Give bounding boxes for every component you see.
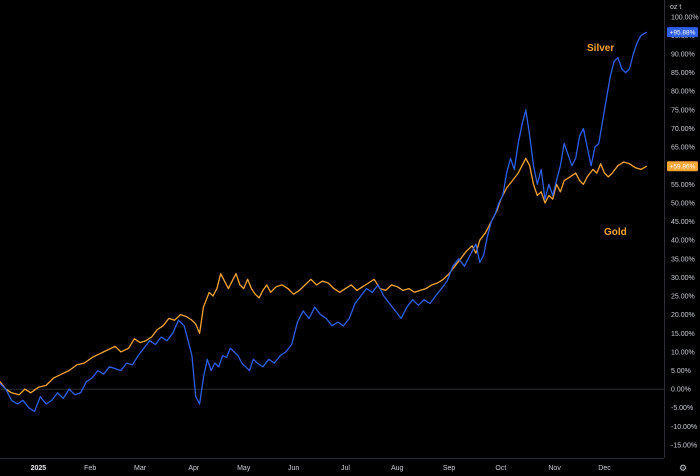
x-tick-label: Feb [84, 465, 96, 472]
x-tick-label: Sep [443, 465, 456, 472]
last-value-badge [667, 27, 698, 38]
series-layer [0, 31, 648, 413]
y-axis[interactable]: 100.00%95.00%90.00%85.00%80.00%75.00%70.… [671, 14, 699, 449]
x-tick-label: May [237, 465, 251, 472]
y-tick-label: 15.00% [671, 331, 695, 338]
x-tick-label: Mar [134, 465, 147, 472]
y-tick-label: 5.00% [671, 368, 691, 375]
y-tick-label: 50.00% [671, 200, 695, 207]
y-tick-label: -15.00% [671, 442, 697, 449]
x-tick-label: Apr [188, 465, 200, 472]
y-tick-label: 35.00% [671, 256, 695, 263]
y-tick-label: 90.00% [671, 51, 695, 58]
y-tick-label: -5.00% [671, 405, 693, 412]
series-line-silver[interactable] [0, 31, 648, 413]
x-tick-label: Nov [548, 465, 561, 472]
gear-icon[interactable]: ⚙ [679, 464, 687, 474]
y-tick-label: -10.00% [671, 424, 697, 431]
y-tick-label: 80.00% [671, 89, 695, 96]
x-tick-label: Aug [391, 465, 404, 472]
y-tick-label: 55.00% [671, 182, 695, 189]
x-tick-label: 2025 [31, 465, 47, 472]
last-value-label: +95.88% [670, 29, 696, 36]
y-tick-label: 20.00% [671, 312, 695, 319]
y-tick-label: 100.00% [671, 14, 699, 21]
x-tick-label: Jul [341, 465, 350, 472]
gold-annotation: Gold [604, 227, 627, 238]
y-tick-label: 30.00% [671, 275, 695, 282]
y-tick-label: 0.00% [671, 387, 691, 394]
silver-annotation: Silver [587, 43, 614, 54]
y-tick-label: 45.00% [671, 219, 695, 226]
y-tick-label: 70.00% [671, 126, 695, 133]
last-value-badge [667, 161, 698, 172]
y-tick-label: 40.00% [671, 238, 695, 245]
x-axis[interactable]: 2025 Feb Mar Apr May Jun Jul Aug Sep Oct Nov Dec [31, 465, 612, 472]
y-tick-label: 10.00% [671, 349, 695, 356]
y-tick-label: 75.00% [671, 107, 695, 114]
y-tick-label: 25.00% [671, 294, 695, 301]
y-tick-label: 65.00% [671, 145, 695, 152]
y-tick-label: 85.00% [671, 70, 695, 77]
x-tick-label: Jun [288, 465, 299, 472]
last-value-labels: +59.86% +95.88% [667, 27, 698, 172]
axis-unit-label: oz t [670, 4, 681, 11]
series-line-gold[interactable] [0, 157, 648, 396]
last-value-label: +59.86% [670, 164, 696, 171]
x-tick-label: Dec [598, 465, 611, 472]
x-tick-label: Oct [495, 465, 506, 472]
